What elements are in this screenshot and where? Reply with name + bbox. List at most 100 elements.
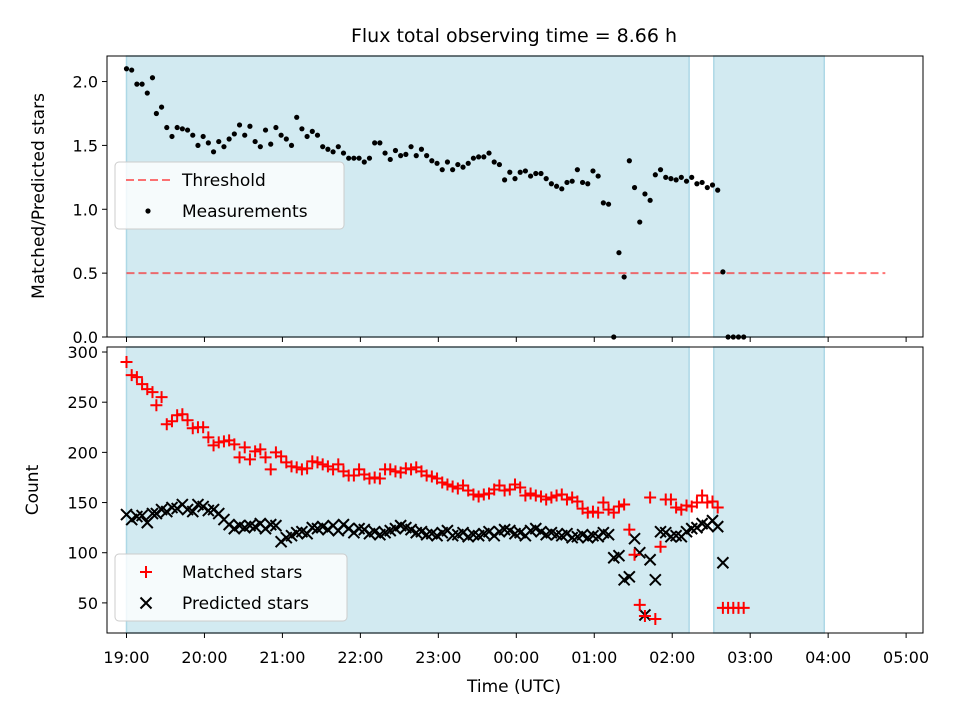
measurement-point bbox=[314, 132, 321, 138]
matched-point bbox=[125, 369, 138, 382]
measurement-point bbox=[236, 122, 243, 128]
matched-point bbox=[441, 478, 454, 491]
measurement-point bbox=[569, 178, 575, 184]
matched-point bbox=[399, 462, 412, 475]
predicted-point bbox=[643, 553, 657, 566]
measurement-point bbox=[351, 155, 357, 161]
matched-point bbox=[711, 501, 724, 514]
shaded-interval-2 bbox=[713, 55, 825, 338]
matched-point bbox=[243, 453, 256, 466]
matched-point bbox=[264, 463, 277, 476]
matched-point bbox=[197, 421, 210, 434]
measurement-point bbox=[699, 179, 705, 186]
bottom-legend-box bbox=[114, 553, 348, 622]
measurement-point bbox=[543, 176, 549, 182]
bottom-y-tick-label: 150 bbox=[67, 494, 98, 513]
measurement-point bbox=[242, 132, 248, 138]
measurement-point bbox=[663, 174, 669, 180]
matched-point bbox=[633, 598, 646, 611]
matched-point bbox=[519, 489, 532, 502]
top-y-tick-label: 0.5 bbox=[73, 264, 98, 283]
measurement-point bbox=[252, 138, 258, 145]
matched-point bbox=[737, 601, 750, 614]
matched-point bbox=[301, 462, 314, 475]
measurement-point bbox=[476, 154, 482, 160]
predicted-point bbox=[186, 505, 199, 518]
matched-point bbox=[701, 496, 714, 509]
matched-point bbox=[306, 455, 319, 468]
measurement-point bbox=[169, 133, 175, 140]
matched-point bbox=[560, 493, 573, 506]
x-tick-label: 01:00 bbox=[571, 648, 617, 667]
legend-measurements-label: Measurements bbox=[182, 202, 308, 222]
bottom-axes-frame bbox=[106, 346, 924, 634]
measurement-point bbox=[418, 146, 425, 152]
measurement-point bbox=[247, 123, 253, 129]
predicted-point bbox=[716, 556, 730, 569]
matched-point bbox=[670, 501, 683, 514]
measurement-point bbox=[683, 178, 690, 184]
measurement-point bbox=[527, 173, 534, 179]
matched-point bbox=[249, 445, 262, 458]
matched-point bbox=[327, 463, 340, 476]
matched-point bbox=[638, 609, 651, 622]
measurement-point bbox=[325, 146, 331, 152]
matched-point bbox=[155, 391, 168, 404]
measurement-point bbox=[553, 183, 560, 189]
bottom-y-tick-label: 250 bbox=[67, 393, 98, 412]
measurement-point bbox=[382, 150, 388, 156]
measurement-point bbox=[616, 250, 622, 256]
chart-title: Flux total observing time = 8.66 h bbox=[351, 25, 677, 47]
predicted-point bbox=[628, 532, 641, 545]
top-y-tick-label: 1.5 bbox=[73, 136, 98, 155]
matched-point bbox=[649, 612, 662, 625]
matched-point bbox=[540, 493, 553, 506]
measurement-point bbox=[439, 167, 445, 173]
matched-point bbox=[436, 476, 449, 489]
measurement-point bbox=[522, 168, 528, 174]
measurement-point bbox=[361, 159, 367, 165]
measurement-point bbox=[257, 144, 263, 150]
x-tick-label: 19:00 bbox=[103, 648, 149, 667]
measurement-point bbox=[637, 219, 643, 225]
matched-point bbox=[618, 498, 631, 511]
legend-predicted-marker bbox=[139, 596, 153, 610]
measurement-point bbox=[424, 153, 430, 159]
measurement-point bbox=[226, 136, 232, 142]
measurement-point bbox=[205, 140, 211, 146]
measurement-point bbox=[715, 187, 721, 193]
matched-point bbox=[233, 451, 246, 464]
measurement-point bbox=[652, 172, 658, 178]
matched-point bbox=[353, 463, 366, 476]
bottom-y-axis: 50 100 150 200 250 300 bbox=[67, 343, 107, 613]
matched-point bbox=[311, 456, 324, 469]
measurement-point bbox=[678, 174, 684, 180]
matched-point bbox=[405, 463, 418, 476]
measurement-point bbox=[320, 144, 326, 150]
bottom-y-axis-label: Count bbox=[23, 464, 43, 515]
measurement-point bbox=[486, 150, 492, 156]
matched-point bbox=[607, 506, 620, 519]
matched-point bbox=[238, 441, 251, 454]
bottom-panel: 50 100 150 200 250 300 19:00 20:00 21:00 22:00 23… bbox=[23, 343, 929, 697]
matched-point bbox=[425, 470, 438, 483]
measurement-point bbox=[481, 154, 487, 160]
measurement-point bbox=[278, 132, 284, 138]
measurement-point bbox=[403, 151, 409, 157]
measurement-point bbox=[455, 161, 461, 168]
measurement-point bbox=[600, 200, 606, 206]
matched-point bbox=[295, 463, 308, 476]
measurement-point bbox=[356, 155, 362, 161]
measurement-point bbox=[335, 144, 341, 150]
measurement-point bbox=[210, 149, 217, 155]
matched-point bbox=[275, 450, 288, 463]
matched-point bbox=[347, 469, 360, 482]
matched-point bbox=[332, 458, 345, 471]
measurement-point bbox=[164, 124, 170, 131]
measurement-point bbox=[372, 140, 378, 146]
x-tick-label: 02:00 bbox=[649, 648, 695, 667]
measurement-point bbox=[392, 147, 399, 154]
measurement-point bbox=[470, 155, 477, 161]
bottom-y-tick-label: 100 bbox=[67, 544, 98, 563]
measurement-point bbox=[704, 184, 710, 191]
